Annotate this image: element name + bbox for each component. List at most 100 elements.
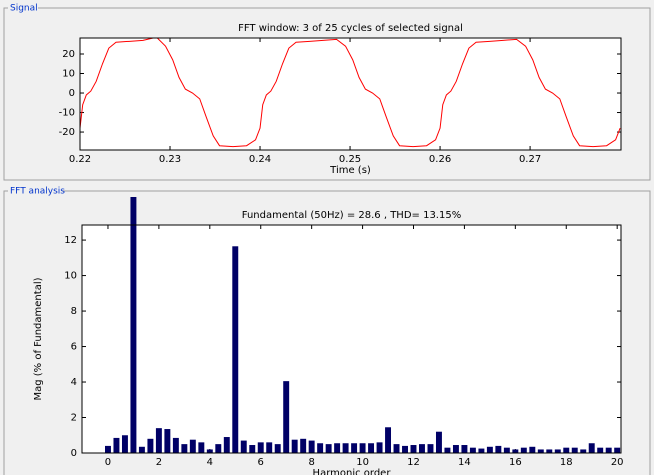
bar: [172, 437, 179, 453]
x-axis-label: Time (s): [329, 165, 371, 176]
x-tick-label: 0.24: [249, 154, 271, 165]
bar: [588, 443, 595, 453]
bar: [181, 444, 188, 453]
y-tick-label: 0: [69, 88, 75, 99]
bar: [215, 444, 222, 453]
bar: [554, 449, 561, 453]
y-tick-label: 10: [64, 271, 77, 282]
y-tick-label: 20: [62, 49, 75, 60]
x-tick-label: 0: [105, 457, 111, 468]
bar: [503, 447, 510, 453]
x-tick-label: 0.26: [429, 154, 451, 165]
bar: [291, 439, 298, 453]
x-tick-label: 16: [509, 457, 522, 468]
bar: [198, 442, 205, 453]
bar: [393, 444, 400, 453]
bar: [300, 438, 307, 453]
bar: [605, 447, 612, 453]
bar: [478, 448, 485, 453]
x-axis-label: Harmonic order: [313, 468, 392, 475]
signal-line: [80, 38, 621, 148]
bar: [402, 445, 408, 453]
x-tick-label: 0.23: [159, 154, 181, 165]
y-axis-label: Mag (% of Fundamental): [33, 277, 44, 400]
bar: [257, 442, 264, 453]
bar: [232, 246, 239, 453]
chart-title: Fundamental (50Hz) = 28.6 , THD= 13.15%: [242, 210, 461, 221]
bar: [138, 446, 145, 453]
bar: [520, 447, 527, 453]
x-tick-label: 4: [207, 457, 213, 468]
y-tick-label: 0: [71, 448, 77, 459]
signal-frame: [3, 7, 651, 181]
fft-frame: [3, 190, 651, 475]
plot-frame: [81, 224, 622, 454]
bar: [317, 443, 324, 453]
bar: [155, 428, 162, 453]
x-tick-label: 0.25: [339, 154, 361, 165]
y-tick-label: -20: [59, 127, 75, 138]
bar: [419, 444, 425, 453]
x-tick-label: 2: [156, 457, 162, 468]
x-tick-label: 0.22: [69, 154, 91, 165]
y-tick-label: 2: [71, 413, 77, 424]
marks: [80, 38, 621, 148]
bar: [351, 443, 358, 453]
y-tick-label: 8: [71, 306, 77, 317]
bar: [444, 447, 451, 453]
x-tick-label: 8: [308, 457, 314, 468]
plot-frame: [79, 37, 622, 151]
bar: [359, 443, 366, 453]
bar: [308, 440, 315, 453]
label-bg: [8, 186, 62, 196]
bar: [189, 439, 196, 453]
x-tick-label: 12: [407, 457, 420, 468]
bar: [283, 381, 290, 453]
bar: [274, 444, 281, 453]
bar: [113, 437, 120, 453]
bar: [597, 447, 604, 453]
bar: [334, 443, 341, 453]
bar: [537, 449, 544, 453]
x-tick-label: 0.27: [519, 154, 541, 165]
bar: [249, 445, 256, 453]
bar: [206, 449, 213, 453]
x-tick-label: 18: [560, 457, 573, 468]
y-tick-label: 6: [71, 342, 77, 353]
bar: [410, 445, 417, 453]
bar: [563, 447, 570, 453]
bar: [266, 442, 273, 453]
bar: [223, 437, 230, 453]
x-tick-label: 14: [458, 457, 471, 468]
bar: [121, 435, 128, 453]
bar: [325, 444, 332, 453]
bar: [368, 443, 375, 453]
x-tick-label: 10: [356, 457, 369, 468]
y-tick-label: 12: [64, 235, 77, 246]
bar: [147, 438, 154, 453]
y-tick-label: 10: [62, 69, 75, 80]
bar: [104, 445, 111, 453]
x-tick-label: 20: [611, 457, 624, 468]
bar: [495, 445, 502, 453]
bar: [512, 449, 519, 453]
label-bg: [8, 3, 38, 13]
panel-label: FFT analysis: [10, 187, 65, 197]
bar: [580, 449, 587, 453]
y-tick-label: 4: [71, 377, 77, 388]
bar: [571, 447, 578, 453]
bar: [614, 447, 621, 453]
chart-title: FFT window: 3 of 25 cycles of selected s…: [238, 23, 463, 34]
bar: [376, 442, 383, 453]
bar: [529, 446, 536, 453]
bar: [452, 445, 459, 453]
y-tick-label: -10: [59, 108, 75, 119]
marks: [104, 197, 621, 453]
bar: [469, 447, 476, 453]
bar: [461, 445, 468, 453]
bar: [240, 440, 247, 453]
plot-area: [82, 225, 621, 453]
bar: [435, 431, 442, 453]
bar: [130, 197, 137, 453]
